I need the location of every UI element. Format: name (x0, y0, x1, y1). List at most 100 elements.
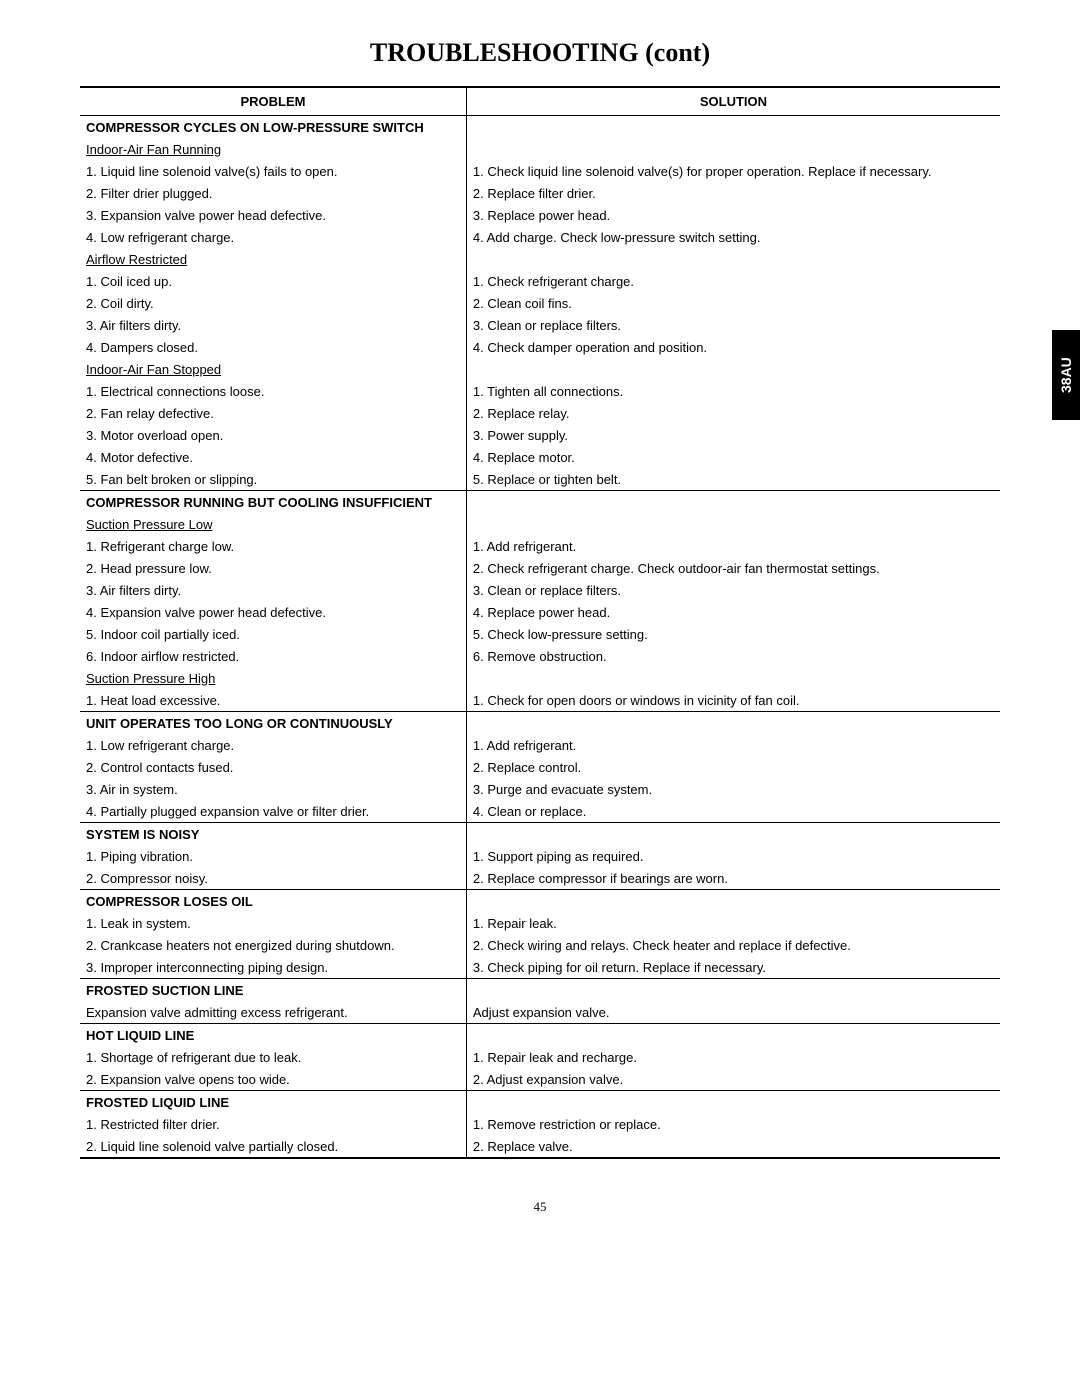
section-header: HOT LIQUID LINE (80, 1024, 466, 1047)
problem-cell: 4. Low refrigerant charge. (80, 226, 466, 248)
solution-cell: 1. Add refrigerant. (466, 734, 1000, 756)
problem-cell: 1. Heat load excessive. (80, 689, 466, 712)
col-header-solution: SOLUTION (466, 87, 1000, 116)
page-number: 45 (80, 1199, 1000, 1215)
problem-cell: 1. Electrical connections loose. (80, 380, 466, 402)
sub-header-blank (466, 358, 1000, 380)
sub-header: Airflow Restricted (80, 248, 466, 270)
problem-cell: 2. Control contacts fused. (80, 756, 466, 778)
col-header-problem: PROBLEM (80, 87, 466, 116)
problem-cell: 1. Liquid line solenoid valve(s) fails t… (80, 160, 466, 182)
problem-cell: 3. Air filters dirty. (80, 579, 466, 601)
problem-cell: 2. Liquid line solenoid valve partially … (80, 1135, 466, 1158)
section-header-blank (466, 823, 1000, 846)
problem-cell: 1. Leak in system. (80, 912, 466, 934)
section-header-blank (466, 712, 1000, 735)
section-header-blank (466, 491, 1000, 514)
problem-cell: 2. Compressor noisy. (80, 867, 466, 890)
sub-header-blank (466, 248, 1000, 270)
problem-cell: 1. Refrigerant charge low. (80, 535, 466, 557)
problem-cell: 3. Expansion valve power head defective. (80, 204, 466, 226)
problem-cell: 1. Piping vibration. (80, 845, 466, 867)
solution-cell: 2. Replace control. (466, 756, 1000, 778)
section-header: COMPRESSOR CYCLES ON LOW-PRESSURE SWITCH (80, 116, 466, 139)
solution-cell: 4. Replace power head. (466, 601, 1000, 623)
solution-cell: 2. Adjust expansion valve. (466, 1068, 1000, 1091)
solution-cell: 3. Purge and evacuate system. (466, 778, 1000, 800)
section-header-blank (466, 890, 1000, 913)
solution-cell: 1. Repair leak and recharge. (466, 1046, 1000, 1068)
solution-cell: 2. Check refrigerant charge. Check outdo… (466, 557, 1000, 579)
solution-cell: Adjust expansion valve. (466, 1001, 1000, 1024)
solution-cell: 6. Remove obstruction. (466, 645, 1000, 667)
problem-cell: 4. Motor defective. (80, 446, 466, 468)
problem-cell: 1. Coil iced up. (80, 270, 466, 292)
section-header: SYSTEM IS NOISY (80, 823, 466, 846)
solution-cell: 2. Replace compressor if bearings are wo… (466, 867, 1000, 890)
solution-cell: 1. Tighten all connections. (466, 380, 1000, 402)
solution-cell: 3. Power supply. (466, 424, 1000, 446)
problem-cell: 4. Expansion valve power head defective. (80, 601, 466, 623)
solution-cell: 2. Check wiring and relays. Check heater… (466, 934, 1000, 956)
problem-cell: 3. Improper interconnecting piping desig… (80, 956, 466, 979)
solution-cell: 4. Replace motor. (466, 446, 1000, 468)
problem-cell: 1. Restricted filter drier. (80, 1113, 466, 1135)
side-tab: 38AU (1052, 330, 1080, 420)
section-header-blank (466, 979, 1000, 1002)
sub-header: Suction Pressure High (80, 667, 466, 689)
solution-cell: 2. Replace relay. (466, 402, 1000, 424)
problem-cell: 1. Low refrigerant charge. (80, 734, 466, 756)
sub-header-blank (466, 667, 1000, 689)
section-header: UNIT OPERATES TOO LONG OR CONTINUOUSLY (80, 712, 466, 735)
solution-cell: 1. Support piping as required. (466, 845, 1000, 867)
section-header-blank (466, 1024, 1000, 1047)
page: TROUBLESHOOTING (cont) 38AU PROBLEMSOLUT… (0, 0, 1080, 1255)
section-header: COMPRESSOR LOSES OIL (80, 890, 466, 913)
problem-cell: Expansion valve admitting excess refrige… (80, 1001, 466, 1024)
problem-cell: 2. Crankcase heaters not energized durin… (80, 934, 466, 956)
solution-cell: 5. Check low-pressure setting. (466, 623, 1000, 645)
problem-cell: 5. Fan belt broken or slipping. (80, 468, 466, 491)
sub-header-blank (466, 513, 1000, 535)
sub-header: Indoor-Air Fan Running (80, 138, 466, 160)
problem-cell: 2. Filter drier plugged. (80, 182, 466, 204)
sub-header: Suction Pressure Low (80, 513, 466, 535)
troubleshooting-table: PROBLEMSOLUTIONCOMPRESSOR CYCLES ON LOW-… (80, 86, 1000, 1159)
problem-cell: 3. Air in system. (80, 778, 466, 800)
problem-cell: 6. Indoor airflow restricted. (80, 645, 466, 667)
sub-header-blank (466, 138, 1000, 160)
problem-cell: 2. Head pressure low. (80, 557, 466, 579)
sub-header: Indoor-Air Fan Stopped (80, 358, 466, 380)
problem-cell: 2. Coil dirty. (80, 292, 466, 314)
solution-cell: 1. Check for open doors or windows in vi… (466, 689, 1000, 712)
solution-cell: 1. Check refrigerant charge. (466, 270, 1000, 292)
problem-cell: 4. Dampers closed. (80, 336, 466, 358)
solution-cell: 3. Replace power head. (466, 204, 1000, 226)
solution-cell: 1. Check liquid line solenoid valve(s) f… (466, 160, 1000, 182)
problem-cell: 2. Fan relay defective. (80, 402, 466, 424)
solution-cell: 5. Replace or tighten belt. (466, 468, 1000, 491)
solution-cell: 3. Clean or replace filters. (466, 579, 1000, 601)
section-header: COMPRESSOR RUNNING BUT COOLING INSUFFICI… (80, 491, 466, 514)
solution-cell: 1. Repair leak. (466, 912, 1000, 934)
problem-cell: 4. Partially plugged expansion valve or … (80, 800, 466, 823)
problem-cell: 3. Air filters dirty. (80, 314, 466, 336)
section-header: FROSTED LIQUID LINE (80, 1091, 466, 1114)
page-title: TROUBLESHOOTING (cont) (80, 38, 1000, 68)
solution-cell: 2. Clean coil fins. (466, 292, 1000, 314)
solution-cell: 1. Add refrigerant. (466, 535, 1000, 557)
solution-cell: 2. Replace filter drier. (466, 182, 1000, 204)
solution-cell: 2. Replace valve. (466, 1135, 1000, 1158)
solution-cell: 4. Check damper operation and position. (466, 336, 1000, 358)
problem-cell: 3. Motor overload open. (80, 424, 466, 446)
problem-cell: 2. Expansion valve opens too wide. (80, 1068, 466, 1091)
problem-cell: 5. Indoor coil partially iced. (80, 623, 466, 645)
solution-cell: 3. Check piping for oil return. Replace … (466, 956, 1000, 979)
solution-cell: 3. Clean or replace filters. (466, 314, 1000, 336)
solution-cell: 1. Remove restriction or replace. (466, 1113, 1000, 1135)
section-header: FROSTED SUCTION LINE (80, 979, 466, 1002)
problem-cell: 1. Shortage of refrigerant due to leak. (80, 1046, 466, 1068)
section-header-blank (466, 116, 1000, 139)
solution-cell: 4. Add charge. Check low-pressure switch… (466, 226, 1000, 248)
section-header-blank (466, 1091, 1000, 1114)
